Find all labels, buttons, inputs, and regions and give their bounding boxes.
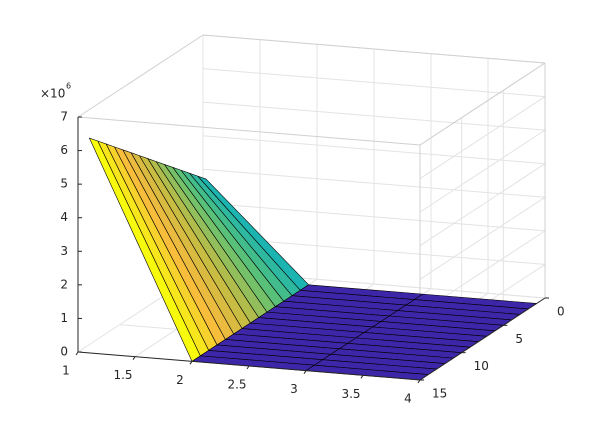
y-tick-label: 5	[515, 332, 523, 346]
grid-line	[419, 129, 546, 213]
z-tick-label: 1	[60, 311, 68, 325]
y-tick-label: 15	[432, 387, 447, 401]
grid-line	[202, 135, 546, 165]
x-tick	[417, 379, 421, 384]
z-tick-label: 3	[60, 244, 68, 258]
x-tick-label: 2	[176, 373, 184, 387]
grid-line	[419, 163, 546, 247]
y-axis	[419, 297, 546, 381]
grid-line	[202, 168, 546, 198]
grid-line	[419, 196, 546, 280]
grid-line	[419, 96, 546, 179]
z-multiplier: ×10	[40, 87, 65, 101]
z-tick-label: 2	[60, 277, 68, 291]
x-tick-label: 4	[404, 392, 412, 406]
x-tick	[246, 365, 250, 370]
z-tick-label: 0	[60, 345, 68, 359]
z-tick-label: 6	[60, 143, 68, 157]
x-tick-label: 2.5	[227, 378, 246, 392]
x-tick-label: 1.5	[113, 368, 132, 382]
x-tick	[360, 375, 364, 379]
x-tick	[132, 356, 136, 360]
grid-line	[202, 101, 546, 131]
z-multiplier-exponent: 6	[66, 82, 71, 91]
z-tick-label: 5	[60, 177, 68, 191]
box-edge	[77, 116, 421, 146]
z-tick-label: 7	[60, 110, 68, 124]
x-tick-label: 3.5	[341, 387, 360, 401]
z-tick-label: 4	[60, 210, 68, 224]
y-tick-label: 0	[557, 305, 565, 319]
x-tick	[189, 361, 193, 365]
grid-line	[202, 68, 546, 98]
box-edge	[419, 62, 546, 146]
y-tick-label: 10	[474, 359, 489, 373]
x-tick-label: 3	[290, 382, 298, 396]
box-edge	[77, 34, 204, 118]
box-edge	[202, 34, 546, 64]
x-tick	[303, 370, 307, 374]
x-tick	[75, 351, 79, 356]
grid-line	[202, 202, 546, 232]
x-tick-label: 1	[62, 364, 70, 378]
